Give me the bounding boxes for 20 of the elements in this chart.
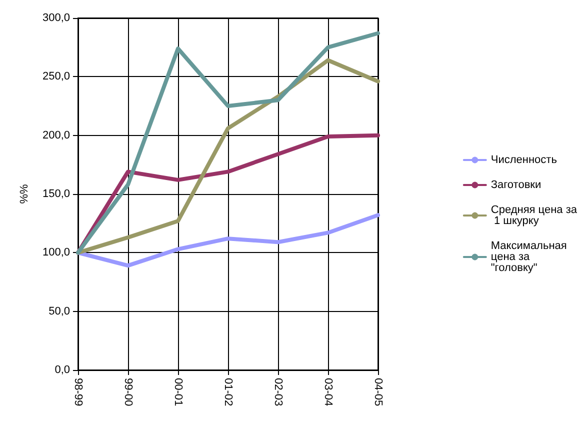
x-tick-label: 01-02 bbox=[222, 378, 234, 406]
x-tick-label: 99-00 bbox=[122, 378, 134, 406]
legend-label: Заготовки bbox=[490, 179, 542, 191]
y-tick-label: 0,0 bbox=[54, 364, 70, 376]
legend-label: Средняя цена за 1 шкурку bbox=[490, 204, 578, 227]
x-tick-label: 00-01 bbox=[172, 378, 184, 406]
y-tick-label: 200,0 bbox=[42, 129, 70, 142]
y-tick-label: 150,0 bbox=[42, 188, 70, 200]
y-axis-title: %% bbox=[18, 184, 30, 204]
line-series bbox=[76, 213, 380, 268]
legend-label: Численность bbox=[490, 154, 558, 166]
y-tick-label: 50,0 bbox=[48, 305, 70, 318]
legend-label: Максимальная цена за "головку" bbox=[490, 240, 570, 274]
x-tick-label: 03-04 bbox=[322, 378, 334, 406]
x-tick-label: 04-05 bbox=[372, 378, 384, 406]
x-tick-label: 02-03 bbox=[272, 378, 284, 406]
y-tick-label: 100,0 bbox=[42, 246, 70, 259]
y-tick-label: 250,0 bbox=[42, 70, 70, 83]
x-tick-label: 98-99 bbox=[72, 378, 84, 406]
y-tick-label: 300,0 bbox=[42, 12, 70, 24]
